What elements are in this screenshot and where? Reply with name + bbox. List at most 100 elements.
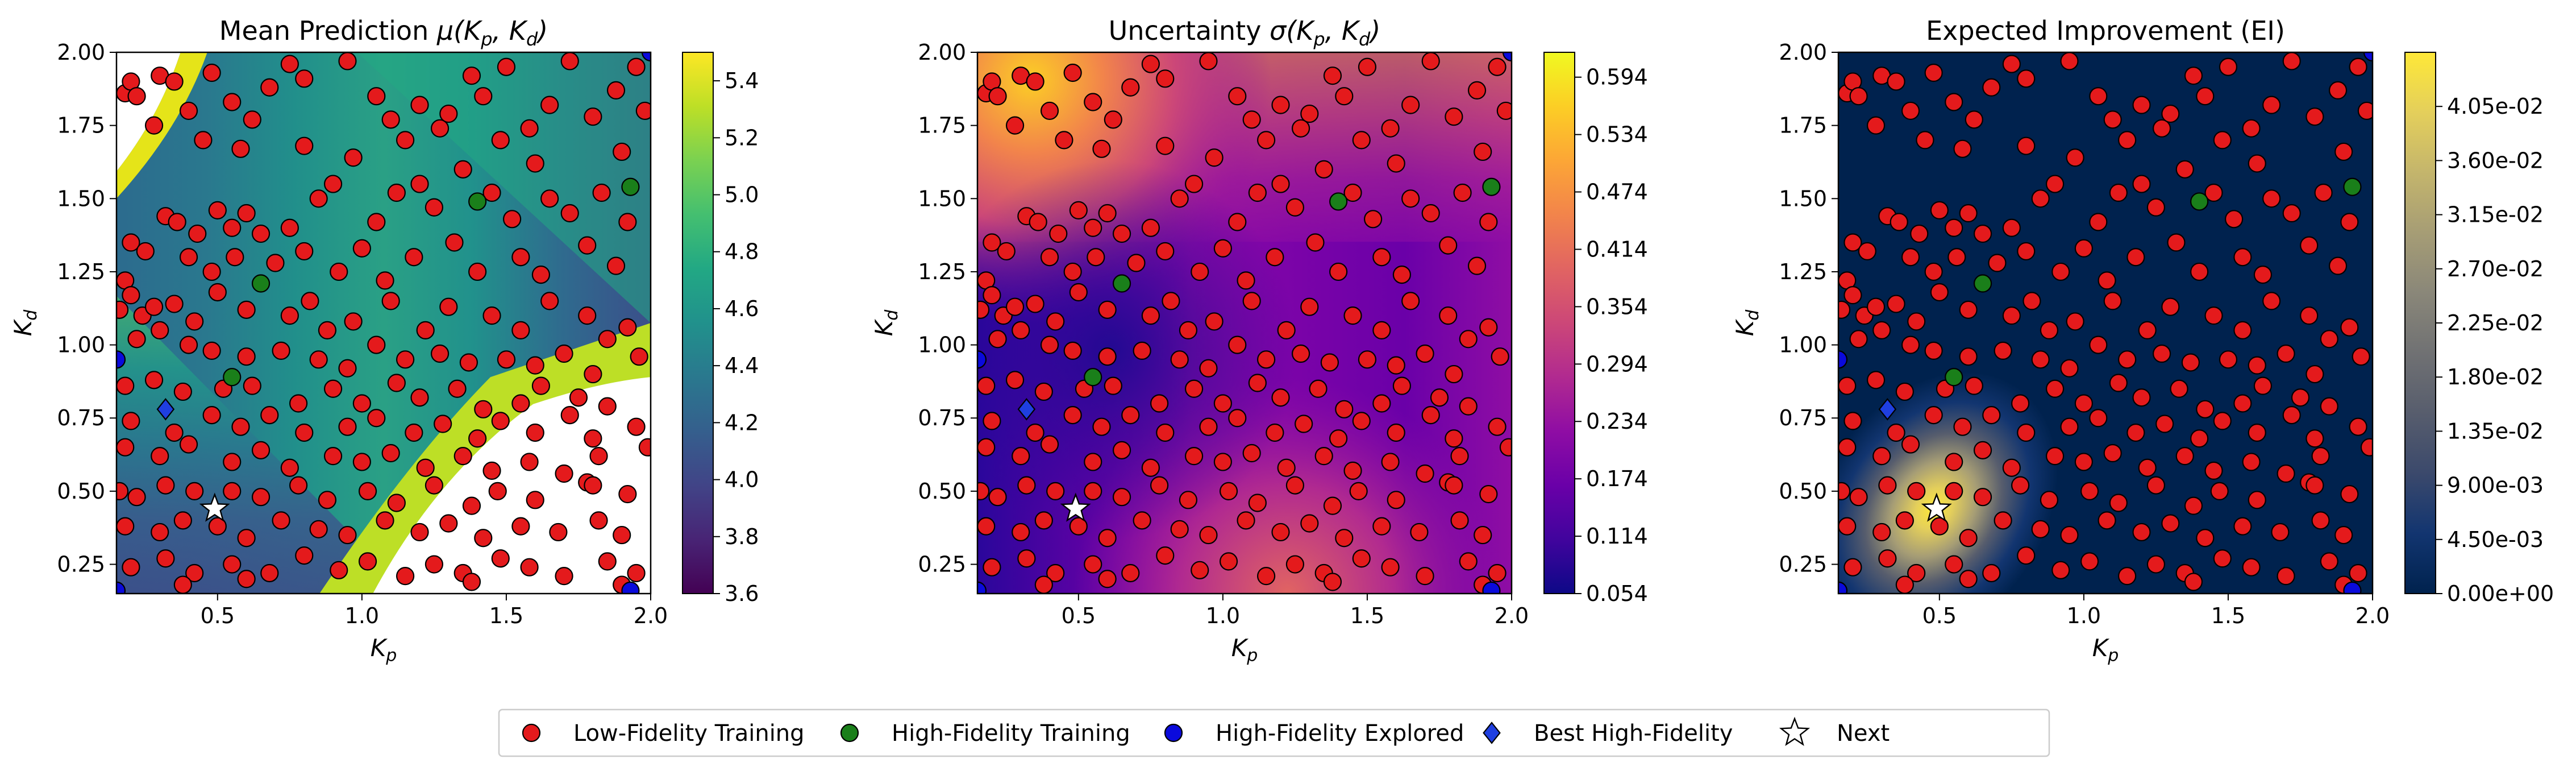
low-fidelity-point xyxy=(280,218,299,237)
low-fidelity-point xyxy=(1372,517,1391,536)
low-fidelity-point xyxy=(1849,87,1868,106)
low-fidelity-point xyxy=(453,160,472,179)
low-fidelity-point xyxy=(520,558,539,577)
y-tick-label: 1.25 xyxy=(918,259,966,284)
low-fidelity-point xyxy=(549,523,568,542)
low-fidelity-point xyxy=(185,482,204,500)
low-fidelity-point xyxy=(1150,476,1169,495)
low-fidelity-point xyxy=(1248,494,1267,512)
low-fidelity-point xyxy=(2045,175,2065,193)
low-fidelity-point xyxy=(2213,549,2232,568)
low-fidelity-point xyxy=(1416,464,1434,483)
low-fidelity-point xyxy=(330,561,348,579)
low-fidelity-point xyxy=(1838,482,1851,500)
low-fidelity-point xyxy=(1488,417,1507,436)
low-fidelity-point xyxy=(627,57,646,76)
low-fidelity-point xyxy=(309,520,328,538)
low-fidelity-point xyxy=(1098,570,1117,588)
legend-entry: Low-Fidelity Training xyxy=(522,720,805,747)
low-fidelity-point xyxy=(237,570,256,588)
low-fidelity-point xyxy=(1930,517,1949,536)
low-fidelity-point xyxy=(1121,405,1140,425)
low-fidelity-point xyxy=(367,409,386,428)
y-tick-label: 1.75 xyxy=(918,113,966,138)
low-fidelity-point xyxy=(2225,210,2244,229)
low-fidelity-point xyxy=(1401,96,1420,114)
low-fidelity-point xyxy=(2103,110,2122,129)
low-fidelity-point xyxy=(977,482,990,500)
low-fidelity-point xyxy=(2196,529,2215,548)
low-fidelity-point xyxy=(1026,423,1044,442)
low-fidelity-point xyxy=(2022,292,2041,310)
low-fidelity-point xyxy=(2349,57,2367,76)
low-fidelity-point xyxy=(127,87,146,106)
chart-title: Expected Improvement (EI) xyxy=(1926,15,2285,46)
low-fidelity-point xyxy=(1430,388,1449,407)
low-fidelity-point xyxy=(237,529,256,548)
high-fidelity-training-point xyxy=(2343,177,2362,196)
low-fidelity-point xyxy=(2118,350,2137,369)
next-point-marker xyxy=(199,492,230,522)
low-fidelity-point xyxy=(272,341,290,360)
low-fidelity-point xyxy=(977,517,996,536)
low-fidelity-point xyxy=(1005,116,1025,135)
low-fidelity-point xyxy=(1445,107,1463,126)
low-fidelity-point xyxy=(1994,511,2012,530)
low-fidelity-point xyxy=(1237,271,1255,290)
low-fidelity-point xyxy=(1205,312,1224,331)
low-fidelity-point xyxy=(618,484,637,504)
low-fidelity-point xyxy=(526,356,544,375)
low-fidelity-point xyxy=(122,558,140,577)
low-fidelity-point xyxy=(1098,529,1117,548)
low-fidelity-point xyxy=(1453,183,1472,202)
colorbar-tick-label: 2.25e-02 xyxy=(2447,310,2544,335)
low-fidelity-point xyxy=(295,242,314,261)
low-fidelity-point xyxy=(2138,458,2157,477)
best-high-fidelity-marker xyxy=(1878,398,1897,421)
chart-panel-3: 0.5 1.0 1.5 2.0 0.25 0.50 0.75 1.00 1.25 1.50 1.75… xyxy=(1731,15,2554,666)
low-fidelity-point xyxy=(2152,344,2171,363)
low-fidelity-point xyxy=(1982,405,2001,425)
low-fidelity-point xyxy=(416,458,435,477)
low-fidelity-point xyxy=(592,183,611,202)
low-fidelity-point xyxy=(251,488,270,507)
low-fidelity-point xyxy=(2306,107,2324,126)
low-fidelity-point xyxy=(997,242,1016,261)
low-fidelity-point xyxy=(491,131,510,150)
low-fidelity-point xyxy=(1295,414,1313,433)
low-fidelity-point xyxy=(2184,67,2203,85)
low-fidelity-point xyxy=(1930,283,1949,302)
low-fidelity-point xyxy=(540,292,559,310)
low-fidelity-point xyxy=(202,341,221,360)
y-axis-label: Kd xyxy=(9,309,41,337)
low-fidelity-point xyxy=(2248,491,2266,509)
high-fidelity-explored-point xyxy=(977,350,987,369)
low-fidelity-point xyxy=(482,461,501,480)
low-fidelity-point xyxy=(540,96,559,114)
low-fidelity-point xyxy=(2098,271,2116,290)
legend-label: High-Fidelity Training xyxy=(892,720,1130,747)
low-fidelity-point xyxy=(1199,525,1218,545)
low-fidelity-point xyxy=(2360,438,2373,457)
low-fidelity-point xyxy=(2089,213,2108,231)
x-tick-label: 1.0 xyxy=(1206,603,1240,628)
high-fidelity-training-point xyxy=(621,177,640,196)
low-fidelity-point xyxy=(2277,567,2295,586)
low-fidelity-point xyxy=(223,555,242,574)
legend-circle-icon xyxy=(840,723,859,743)
low-fidelity-point xyxy=(367,213,386,231)
low-fidelity-point xyxy=(179,435,198,454)
low-fidelity-point xyxy=(1878,476,1897,495)
low-fidelity-point xyxy=(1271,175,1290,193)
low-fidelity-point xyxy=(584,107,602,126)
low-fidelity-point xyxy=(1141,458,1160,477)
low-fidelity-point xyxy=(410,175,429,193)
low-fidelity-point xyxy=(2233,394,2252,413)
low-fidelity-point xyxy=(1329,262,1348,281)
low-fidelity-point xyxy=(1069,201,1088,219)
low-fidelity-point xyxy=(1381,453,1400,471)
low-fidelity-point xyxy=(237,300,256,319)
low-fidelity-point xyxy=(560,52,579,71)
y-axis-label: Kd xyxy=(1731,309,1763,337)
low-fidelity-point xyxy=(344,148,363,167)
